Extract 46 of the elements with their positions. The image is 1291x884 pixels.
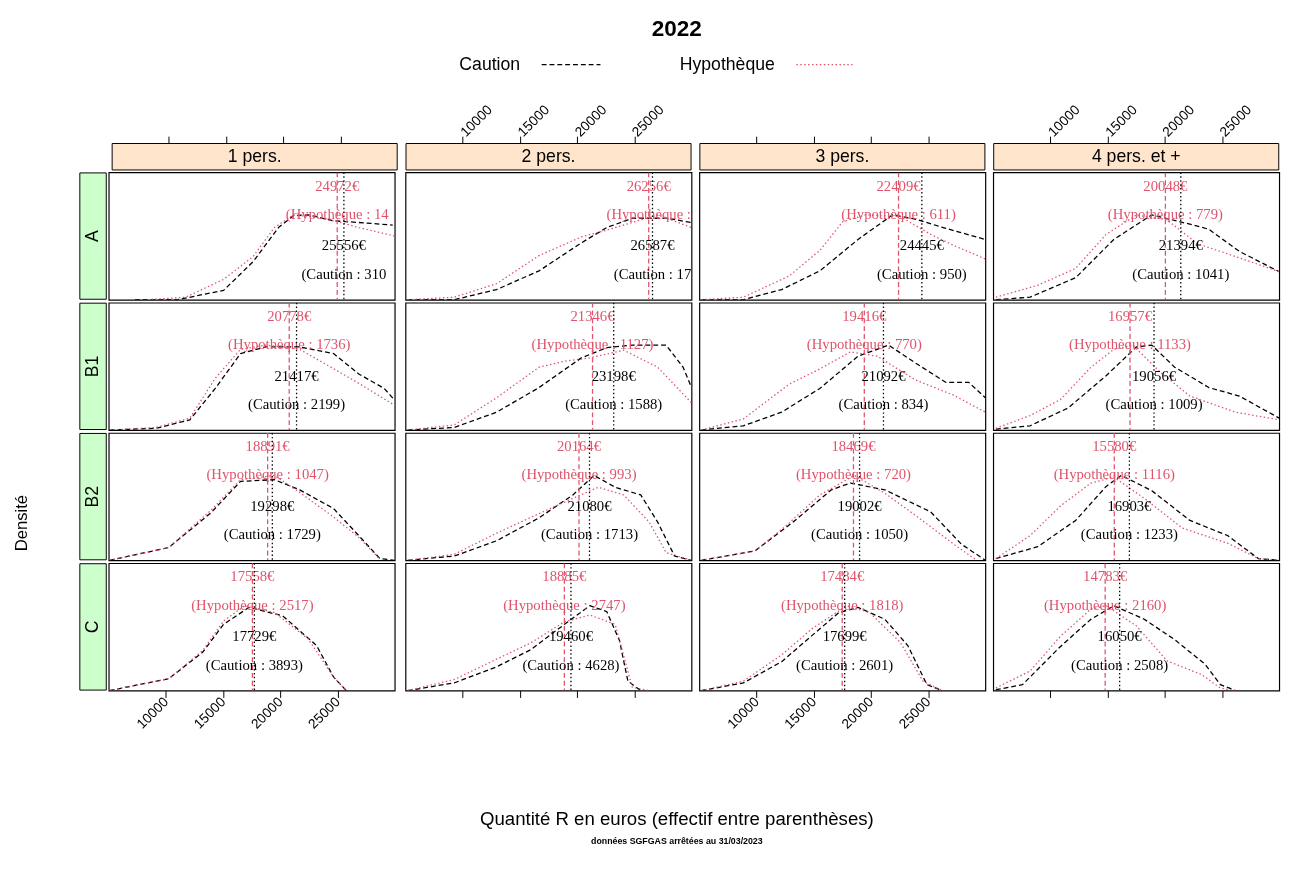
chart-title: 4 pers. et + [1091,145,1181,166]
text: données SGFGAS arrêtées au 31/03/2023 [591,836,763,847]
ref-line-label: 16903€ (Caution : 1233) [1080,497,1179,544]
chart-title: 1 pers. [227,145,282,166]
ref-line-label: 19460€ (Caution : 4628) [522,628,620,674]
ref-line-label: 17484€ (Hypothèque : 1818) [781,568,904,614]
ref-line-label: 17699€ (Caution : 2601) [796,628,894,674]
ref-line-label: 16957€ (Hypothèque : 1133) [1069,307,1192,354]
ref-line-label: 19298€ (Caution : 1729) [223,497,321,544]
ref-line-label: 20164€ (Hypothèque : 993) [521,438,637,484]
ref-line-label: 23198€ (Caution : 1588) [565,367,663,414]
ref-line-label: 18885€ (Hypothèque : 2747) [503,568,626,614]
text: Densité [12,494,32,552]
ref-line-label: 19056€ (Caution : 1009) [1105,367,1203,414]
ref-line-label: 21080€ (Caution : 1713) [540,497,639,544]
ref-line-label: 24445€ (Caution : 950) [876,237,967,283]
ref-line-label: 21394€ (Caution : 1041) [1132,237,1230,283]
text: Quantité R en euros (effectif entre parenthèses) [479,807,874,829]
ref-line-label: 16050€ (Caution : 2508) [1071,628,1169,674]
ref-line-label: 20048€ (Hypothèque : 779) [1107,177,1224,223]
y-axis-title: C [81,620,102,634]
text: 2022 [651,16,702,42]
ref-line-label: 15580€ (Hypothèque : 1116) [1053,438,1176,484]
chart-title: 2 pers. [521,145,576,166]
ref-line-label: 25556€ (Caution : 310 [301,237,387,283]
ref-line-label: 26256€ (Hypothèque : [606,177,691,223]
ref-line-label: 21092€ (Caution : 834) [838,367,929,414]
ref-line-label: 26587€ (Caution : 17 [613,237,692,283]
y-axis-title: B2 [81,485,102,508]
ref-line-label: 17729€ (Caution : 3893) [205,628,304,674]
ref-line-label: 20778€ (Hypothèque : 1736) [228,307,351,354]
ref-line-label: 14783€ (Hypothèque : 2160) [1043,568,1167,614]
legend-label: Hypothèque [679,53,775,74]
ref-line-label: 18469€ (Hypothèque : 720) [795,438,912,484]
ref-line-label: 18891€ (Hypothèque : 1047) [206,438,329,484]
ref-line-label: 21417€ (Caution : 2199) [248,367,346,414]
ref-line-label: 19002€ (Caution : 1050) [811,497,909,544]
ref-line-label: 24972€ (Hypothèque : 14 [285,177,390,223]
chart-title: 3 pers. [815,145,870,166]
ref-line-label: 22409€ (Hypothèque : 611) [841,177,956,223]
ref-line-label: 19416€ (Hypothèque : 770) [806,307,922,354]
y-axis-title: B1 [81,355,102,378]
ref-line-label: 21346€ (Hypothèque : 1127) [531,307,654,354]
y-axis-title: A [81,229,102,242]
legend-label: Caution [459,53,521,74]
ref-line-label: 17558€ (Hypothèque : 2517) [191,568,314,614]
